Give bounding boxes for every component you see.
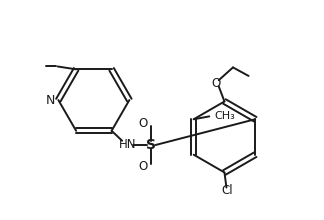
- Text: HN: HN: [119, 139, 136, 152]
- Text: O: O: [138, 160, 147, 173]
- Text: S: S: [146, 138, 156, 152]
- Text: N: N: [46, 94, 55, 106]
- Text: Cl: Cl: [222, 184, 233, 197]
- Text: CH₃: CH₃: [214, 111, 235, 121]
- Text: O: O: [211, 77, 221, 90]
- Text: O: O: [138, 117, 147, 130]
